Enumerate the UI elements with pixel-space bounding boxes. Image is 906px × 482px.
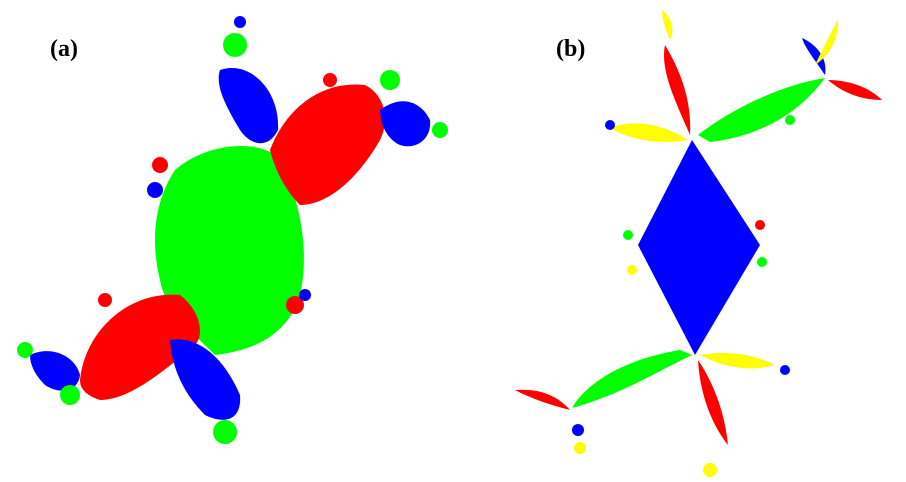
- fractal-b-yellow-upper-left: [662, 10, 673, 40]
- fractal-a-red-bud-3: [98, 293, 112, 307]
- fractal-a-red-lower: [80, 294, 200, 400]
- fractal-a-blue-bud-1: [147, 182, 163, 198]
- fractal-a-blue-bud-2: [299, 289, 311, 301]
- fractal-b-yellow-bud-2: [627, 265, 637, 275]
- fractal-a-green-bud-4: [60, 385, 80, 405]
- fractal-b-green-lower: [572, 350, 692, 408]
- fractal-b-green-bud-3: [785, 115, 795, 125]
- fractal-a-red-bud-4: [323, 73, 337, 87]
- fractal-b-green-bud-1: [623, 230, 633, 240]
- fractal-a-red-bud-2: [152, 157, 168, 173]
- panel-b-label: (b): [556, 36, 586, 62]
- fractal-b-red-lower-left: [515, 389, 570, 410]
- fractal-b: [515, 10, 882, 477]
- fractal-a: [17, 16, 448, 444]
- panel-a-label: (a): [50, 36, 78, 62]
- fractal-b-yellow-bud-3: [574, 442, 586, 454]
- fractal-b-red-upper-right: [828, 80, 882, 100]
- fractal-b-green-bud-2: [757, 257, 767, 267]
- fractal-b-yellow-upper: [610, 123, 688, 142]
- fractal-b-blue-center: [638, 140, 760, 355]
- fractal-b-red-lower: [698, 360, 728, 445]
- fractal-a-blue-upper-right: [380, 101, 431, 147]
- fractal-a-green-bud-6: [17, 342, 33, 358]
- fractal-a-blue-lower-left: [30, 351, 80, 391]
- fractal-b-red-bud-1: [755, 220, 765, 230]
- fractal-b-blue-bud-3: [780, 365, 790, 375]
- fractal-a-blue-lower: [170, 339, 241, 420]
- panel-a: (a): [17, 16, 448, 444]
- fractal-a-red-bud-1: [286, 296, 304, 314]
- fractal-a-green-bud-3: [432, 122, 448, 138]
- panel-b: (b): [460, 0, 906, 482]
- fractal-a-blue-bud-3: [234, 16, 246, 28]
- fractal-b-blue-bud-1: [605, 120, 615, 130]
- fractal-a-green-body: [155, 146, 304, 355]
- fractal-a-green-bud-2: [380, 70, 400, 90]
- fractal-b-blue-upper-right: [802, 38, 826, 75]
- fractal-a-green-bud-1: [223, 33, 247, 57]
- fractal-a-green-bud-5: [213, 420, 237, 444]
- fractal-a-red-upper: [270, 84, 385, 205]
- fractal-b-blue-bud-2: [572, 424, 584, 436]
- fractal-a-blue-upper: [218, 68, 279, 144]
- fractal-b-green-upper: [698, 78, 825, 142]
- fractal-b-red-upper: [664, 45, 691, 135]
- fractal-b-yellow-lower: [700, 353, 775, 369]
- fractal-b-yellow-bud-1: [703, 463, 717, 477]
- fractal-b-yellow-upper-right: [815, 20, 838, 65]
